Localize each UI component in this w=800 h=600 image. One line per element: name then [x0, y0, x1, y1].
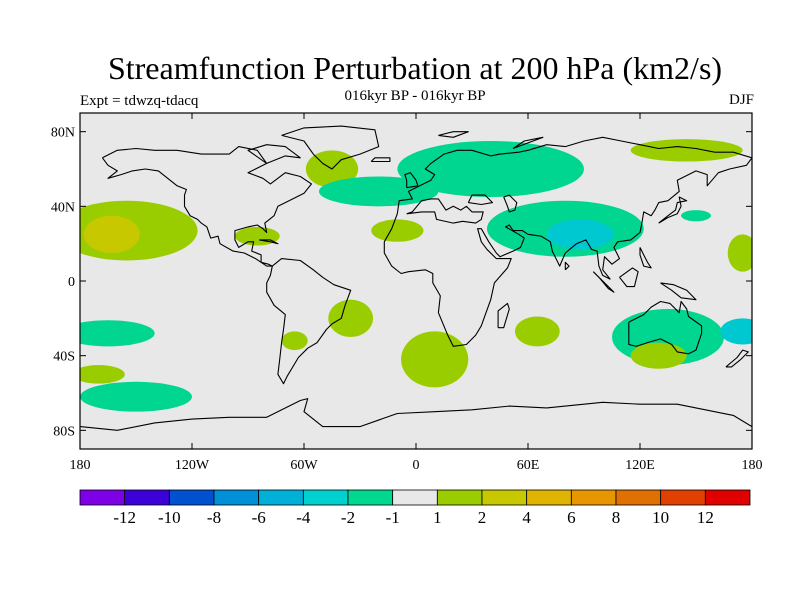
- lat-tick-label: 0: [68, 275, 75, 290]
- coastline-caspian: [503, 194, 518, 213]
- colorbar-swatch: [570, 489, 617, 506]
- colorbar-label: 6: [567, 508, 576, 527]
- coastline-svalbard: [438, 131, 469, 138]
- lat-tick-label: 40S: [53, 350, 75, 365]
- field-region-n-pacific-west-negative: [681, 210, 711, 222]
- field-region-south-america-positive: [328, 299, 374, 338]
- coastline-philippines: [639, 247, 652, 269]
- field-region-tasman-core: [720, 318, 752, 345]
- coastline-mediterranean: [406, 198, 484, 224]
- coastline-britain: [404, 172, 419, 189]
- lat-tick-label: 80N: [51, 126, 75, 141]
- field-region-s-pacific-negative: [80, 320, 155, 347]
- coastline-eurasia-africa: [383, 136, 752, 347]
- colorbar-label: -2: [341, 508, 355, 527]
- lat-tick-label: 80S: [53, 424, 75, 439]
- colorbar-label: 1: [433, 508, 442, 527]
- lon-tick-label: 60E: [517, 458, 540, 473]
- lon-tick-label: 180: [70, 458, 91, 473]
- field-region-n-atlantic-positive: [371, 219, 424, 242]
- field-region-southern-ocean-negative: [80, 381, 192, 412]
- field-region-s-indian-positive: [514, 316, 560, 347]
- colorbar: -12 -10 -8 -6 -4 -2 -1 1 2 4 6 8 10 12: [79, 489, 751, 527]
- field-region-w-pacific-positive: [727, 234, 752, 272]
- coastline-baffin: [247, 144, 301, 164]
- colorbar-label: 12: [697, 508, 714, 527]
- colorbar-swatch: [168, 489, 215, 506]
- lat-tick-label: 40N: [51, 200, 75, 215]
- coastline-australia: [628, 300, 703, 355]
- colorbar-swatch: [392, 489, 438, 506]
- coastline-japan: [658, 196, 688, 224]
- colorbar-label: 2: [478, 508, 487, 527]
- field-region-eurasia-negative-west: [397, 141, 584, 197]
- coastline-black-caspian: [467, 194, 494, 206]
- colorbar-swatch: [124, 489, 170, 506]
- colorbar-label: -10: [158, 508, 181, 527]
- colorbar-swatch: [436, 489, 483, 506]
- lon-tick-label: 180: [742, 458, 763, 473]
- coastline-new-zealand: [725, 349, 749, 368]
- coastline-antarctica: [80, 398, 752, 431]
- coastline-borneo-sumatra: [592, 271, 615, 293]
- colorbar-swatch: [481, 489, 528, 506]
- colorbar-label: -1: [386, 508, 400, 527]
- coastlines: [80, 125, 752, 431]
- coastline-south-america: [266, 258, 352, 385]
- field-region-tibet-core: [546, 219, 614, 250]
- colorbar-swatch: [213, 489, 260, 506]
- map-axes: 80N 40N 0 40S 80S 180 120W 60W 0 60E 120E 180: [51, 113, 763, 473]
- colorbar-label: 4: [522, 508, 531, 527]
- lon-tick-label: 60W: [290, 458, 318, 473]
- lon-tick-label: 0: [413, 458, 420, 473]
- coastline-sri-lanka: [564, 261, 570, 271]
- coastline-novaya-zemlya: [512, 136, 544, 150]
- lon-tick-label: 120W: [175, 458, 210, 473]
- map-title: Streamfunction Perturbation at 200 hPa (…: [107, 50, 723, 86]
- coastline-madagascar: [497, 302, 510, 329]
- colorbar-label: 10: [652, 508, 669, 527]
- field-layer: [80, 139, 752, 412]
- field-region-patagonia-positive: [281, 331, 308, 351]
- lon-tick-label: 120E: [625, 458, 655, 473]
- field-region-s-atlantic-positive: [401, 331, 469, 388]
- coastline-new-guinea: [660, 282, 697, 301]
- field-region-gulf-of-mexico-positive: [234, 226, 280, 246]
- coastline-iceland: [370, 157, 391, 163]
- season-label: DJF: [728, 92, 754, 108]
- coastline-borneo: [619, 267, 639, 288]
- colorbar-label: 8: [612, 508, 621, 527]
- colorbar-label: -6: [252, 508, 266, 527]
- colorbar-label: -8: [207, 508, 221, 527]
- colorbar-swatch: [347, 489, 394, 506]
- colorbar-swatch: [258, 489, 304, 506]
- field-region-n-pacific-core: [83, 215, 140, 253]
- field-region-arctic-positive: [630, 139, 743, 162]
- colorbar-swatch: [660, 489, 706, 506]
- colorbar-swatch: [79, 489, 126, 506]
- field-region-s-pacific-positive: [80, 365, 125, 384]
- colorbar-label: -12: [113, 508, 136, 527]
- colorbar-swatch: [526, 489, 572, 506]
- colorbar-label: -4: [296, 508, 311, 527]
- colorbar-swatch: [302, 489, 349, 506]
- coastline-north-america: [101, 146, 313, 267]
- colorbar-swatch: [615, 489, 662, 506]
- coastline-cuba: [259, 239, 279, 245]
- map-subtitle: 016kyr BP - 016kyr BP: [344, 88, 486, 104]
- field-region-southern-ocean-positive: [630, 342, 687, 369]
- coastline-greenland: [281, 125, 380, 170]
- experiment-label: Expt = tdwzq-tdacq: [80, 93, 199, 109]
- colorbar-swatch: [704, 489, 751, 506]
